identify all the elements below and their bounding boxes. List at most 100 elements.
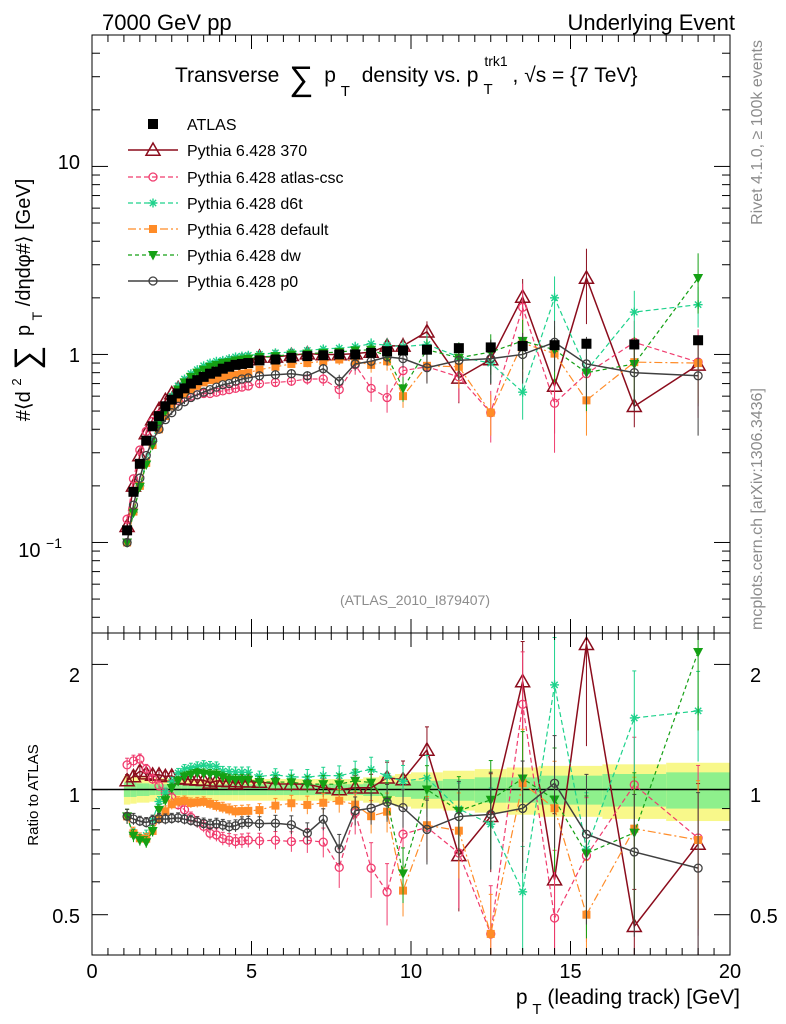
ratio-point-p370: [227, 774, 244, 790]
ratio-point-default: [180, 796, 189, 805]
ratio-point-p0: [334, 844, 344, 854]
point-default: [319, 357, 328, 366]
ratio-point-p0: [167, 813, 177, 824]
point-d6t: [629, 307, 639, 317]
point-dw: [693, 274, 704, 284]
point-default: [287, 359, 296, 368]
legend-label-default: Pythia 6.428 default: [187, 222, 329, 239]
star-stroke: [244, 768, 252, 776]
title-post: , √s = {7 TeV}: [513, 64, 638, 87]
title-mid: density vs. p: [362, 64, 479, 87]
main-ytick-label-10: 10: [58, 152, 80, 174]
ratio-point-default: [193, 798, 202, 807]
star-stroke: [630, 308, 638, 316]
ratio-point-p0: [186, 815, 196, 826]
ratio-point-p0: [549, 778, 560, 788]
point-p0: [198, 387, 209, 397]
ratio-point-p0: [486, 809, 496, 820]
ylabel-pre: #⟨d: [13, 391, 35, 421]
point-p0: [243, 373, 253, 383]
star-stroke: [193, 762, 201, 771]
star-stroke: [174, 769, 182, 777]
ratio-point-atlas_csc: [135, 754, 145, 764]
ratio-point-p0: [211, 819, 222, 829]
point-default: [186, 385, 195, 394]
point-p0: [629, 368, 639, 378]
point-atlas: [243, 358, 254, 369]
main-panel: Transverse ∑ p T density vs. p trk1 T , …: [8, 34, 731, 634]
point-dw: [205, 362, 216, 373]
main-title: Transverse ∑ p T density vs. p trk1 T , …: [175, 48, 638, 101]
point-p370: [578, 269, 595, 285]
star-stroke: [231, 768, 240, 776]
point-atlas_csc: [318, 374, 328, 384]
ratio-point-p370: [240, 773, 257, 788]
legend-marker-p0: [148, 276, 158, 286]
point-p0: [693, 371, 703, 381]
star-stroke: [161, 789, 170, 797]
ratio-point-default: [206, 799, 215, 808]
point-atlas_csc: [518, 302, 528, 313]
ratio-point-d6t: [270, 770, 280, 780]
ratio-point-default: [167, 800, 176, 809]
ratio-series-p0: [122, 735, 703, 955]
ratio-point-dw: [236, 775, 247, 786]
ratio-point-p0: [205, 820, 215, 830]
point-atlas: [334, 349, 345, 360]
point-atlas: [398, 345, 409, 356]
point-p0: [211, 382, 222, 392]
star-stroke: [399, 777, 407, 785]
ratio-point-p0: [318, 814, 328, 824]
ratio-point-default: [255, 806, 264, 815]
ratio-point-p370: [125, 767, 142, 783]
point-p0: [422, 363, 432, 373]
xlabel-p: p: [516, 986, 528, 1009]
point-atlas: [286, 352, 297, 363]
point-atlas: [230, 359, 241, 370]
point-default: [255, 365, 264, 374]
legend-marker-atlas: [148, 119, 158, 129]
title-sub-t: T: [341, 83, 350, 100]
ratio-point-dw: [147, 826, 158, 837]
point-p0: [302, 371, 312, 381]
point-atlas_csc: [549, 398, 560, 408]
ratio-point-default: [271, 801, 280, 810]
point-atlas: [192, 375, 203, 386]
point-default: [303, 359, 312, 368]
point-default: [193, 381, 202, 390]
ratio-point-atlas_csc: [243, 835, 253, 845]
point-p0: [173, 401, 183, 411]
ratio-point-dw: [366, 778, 377, 789]
point-p0: [192, 390, 202, 400]
ratio-point-p0: [693, 863, 703, 873]
point-atlas: [236, 358, 247, 369]
point-p0: [237, 374, 247, 384]
ratio-point-p0: [179, 814, 190, 824]
ratio-ytick-label-right-0-5: 0.5: [750, 906, 778, 928]
title-p: p: [324, 64, 336, 87]
ylabel-p: p: [13, 325, 35, 336]
point-p0: [334, 376, 344, 386]
star-stroke: [206, 762, 214, 770]
star-stroke: [519, 388, 527, 396]
ratio-point-atlas_csc: [254, 836, 265, 846]
point-atlas: [693, 335, 704, 346]
point-default: [335, 355, 344, 364]
ratio-point-atlas_csc: [218, 834, 228, 844]
ratio-point-dw: [318, 780, 329, 790]
ratio-point-p0: [198, 818, 209, 829]
ratio-point-default: [335, 796, 344, 805]
point-default: [271, 362, 280, 371]
ratio-point-dw: [286, 778, 297, 788]
point-p0: [270, 370, 281, 380]
point-atlas: [179, 383, 190, 394]
ratio-point-p0: [147, 815, 158, 825]
point-atlas: [517, 340, 528, 351]
star-stroke: [519, 888, 527, 896]
star-stroke: [212, 762, 221, 771]
point-default: [174, 394, 183, 403]
series-line-p370: [126, 275, 699, 527]
ratio-point-atlas_csc: [366, 863, 376, 873]
ratio-point-p0: [350, 805, 360, 816]
point-p0: [350, 359, 360, 369]
